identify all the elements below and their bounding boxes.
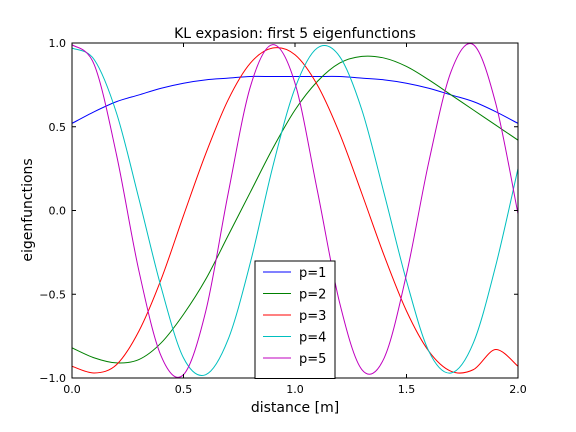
series-line-p4: [72, 45, 518, 376]
series-line-p3: [72, 47, 518, 374]
legend-box: [254, 260, 336, 379]
x-tick-label: 0.5: [175, 383, 193, 396]
y-tick-label: −0.5: [39, 288, 66, 301]
x-axis-label: distance [m]: [251, 400, 339, 416]
legend-label-p2: p=2: [299, 288, 326, 303]
x-tick-label: 2.0: [509, 383, 527, 396]
x-tick-label: 1.5: [398, 383, 416, 396]
y-tick-label: −1.0: [39, 372, 66, 385]
legend-label-p1: p=1: [299, 266, 326, 281]
legend: p=1 p=2 p=3 p=4 p=5: [254, 260, 336, 379]
legend-label-p4: p=4: [299, 331, 326, 346]
y-tick-label: 1.0: [49, 37, 67, 50]
y-tick-label: 0.0: [49, 205, 67, 218]
legend-label-p5: p=5: [299, 352, 326, 367]
series-line-p5: [72, 43, 518, 378]
y-tick-label: 0.5: [49, 121, 67, 134]
y-axis-label: eigenfunctions: [20, 158, 36, 261]
series-line-p2: [72, 55, 518, 364]
chart-title: KL expasion: first 5 eigenfunctions: [174, 26, 416, 42]
x-tick-label: 0.0: [63, 383, 81, 396]
legend-label-p3: p=3: [299, 309, 326, 324]
x-tick-label: 1.0: [286, 383, 304, 396]
